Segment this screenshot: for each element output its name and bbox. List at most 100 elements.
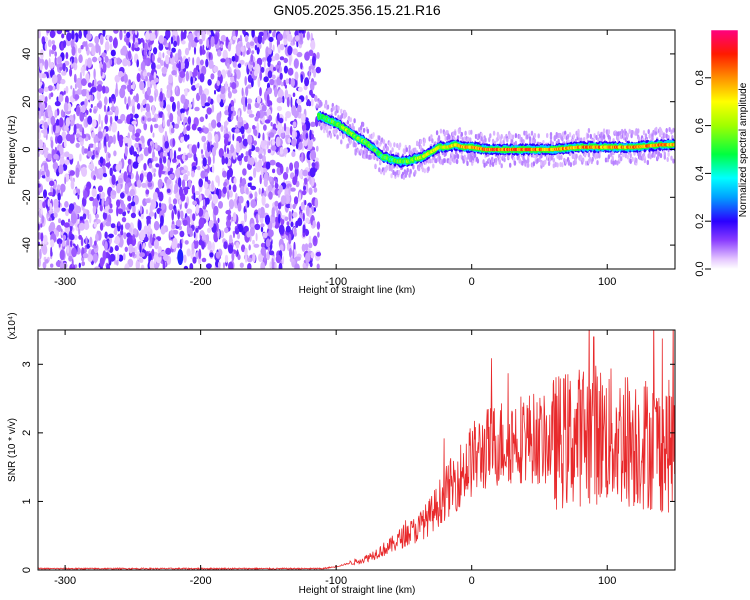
noise-speckle [233, 230, 235, 239]
noise-speckle [210, 36, 215, 48]
noise-speckle [235, 241, 240, 249]
noise-speckle [204, 188, 210, 197]
noise-speckle [194, 106, 200, 112]
noise-speckle [181, 154, 186, 160]
noise-speckle [38, 257, 41, 268]
noise-speckle [82, 66, 85, 77]
noise-speckle [160, 215, 164, 226]
noise-speckle [288, 186, 291, 196]
noise-speckle [58, 62, 64, 69]
noise-speckle [271, 145, 277, 151]
ridge-halo [489, 133, 492, 139]
noise-speckle [291, 105, 297, 117]
noise-speckle [224, 227, 229, 234]
noise-speckle [240, 46, 245, 53]
noise-speckle [63, 102, 69, 113]
ridge-halo [365, 149, 369, 155]
noise-speckle [105, 221, 111, 227]
ridge-halo [500, 134, 503, 139]
noise-speckle [99, 156, 104, 164]
noise-speckle [64, 159, 70, 166]
noise-speckle [224, 136, 229, 147]
noise-speckle [58, 117, 64, 128]
noise-speckle [214, 89, 216, 95]
noise-speckle [241, 244, 246, 253]
noise-speckle [310, 121, 316, 128]
noise-speckle [196, 56, 201, 67]
noise-speckle [192, 77, 196, 84]
noise-speckle [245, 202, 248, 210]
noise-speckle [285, 30, 290, 36]
noise-speckle [128, 42, 131, 49]
noise-speckle [201, 257, 207, 263]
noise-speckle [120, 113, 126, 122]
noise-speckle [300, 113, 306, 123]
noise-speckle [290, 221, 294, 228]
noise-speckle [146, 78, 151, 89]
noise-speckle [197, 141, 200, 149]
noise-speckle [138, 257, 142, 263]
noise-speckle [47, 85, 54, 92]
ridge-halo [320, 101, 323, 107]
noise-speckle [166, 84, 173, 92]
noise-speckle [245, 96, 248, 108]
ridge-halo [642, 130, 646, 136]
noise-speckle [137, 146, 140, 154]
noise-speckle [217, 176, 220, 187]
noise-speckle [242, 168, 247, 176]
noise-speckle [280, 195, 287, 205]
noise-speckle [313, 238, 317, 243]
noise-speckle [78, 54, 83, 64]
noise-speckle [49, 180, 55, 187]
noise-speckle [124, 246, 128, 252]
noise-speckle [191, 123, 197, 131]
noise-speckle [313, 69, 317, 78]
noise-speckle [260, 140, 265, 149]
noise-speckle [183, 254, 187, 263]
noise-speckle [134, 30, 138, 36]
noise-speckle [265, 68, 269, 79]
noise-speckle [292, 203, 296, 210]
noise-speckle [101, 119, 103, 130]
noise-speckle [89, 236, 93, 248]
noise-speckle [123, 232, 127, 240]
ridge-halo [431, 138, 434, 144]
noise-speckle [62, 239, 66, 247]
noise-speckle [39, 62, 43, 71]
noise-speckle [292, 211, 298, 218]
noise-speckle [245, 254, 248, 263]
noise-speckle [110, 49, 116, 57]
noise-speckle [285, 166, 289, 174]
noise-speckle [202, 44, 205, 51]
noise-speckle [108, 208, 113, 214]
noise-speckle [210, 119, 217, 129]
noise-speckle [192, 165, 197, 170]
noise-speckle [292, 249, 295, 259]
ridge-halo [464, 130, 467, 136]
noise-speckle [261, 57, 267, 62]
noise-speckle [269, 159, 276, 166]
noise-speckle [258, 153, 263, 160]
noise-speckle [160, 225, 166, 235]
noise-speckle [65, 30, 70, 33]
noise-speckle [194, 191, 200, 196]
noise-speckle [94, 266, 101, 269]
noise-speckle [278, 117, 284, 124]
noise-speckle [277, 189, 282, 196]
noise-speckle [172, 138, 175, 147]
noise-speckle [168, 41, 171, 53]
noise-speckle [166, 119, 171, 127]
noise-speckle [48, 192, 54, 196]
noise-speckle [298, 192, 301, 202]
noise-speckle [147, 182, 153, 188]
noise-speckle [231, 55, 236, 62]
noise-speckle [60, 187, 63, 197]
noise-speckle [316, 221, 321, 230]
noise-speckle [174, 123, 180, 129]
noise-speckle [95, 42, 100, 54]
noise-speckle [288, 233, 292, 245]
noise-speckle [43, 189, 47, 199]
noise-speckle [80, 45, 84, 50]
noise-speckle [268, 132, 275, 138]
noise-speckle [263, 178, 268, 188]
